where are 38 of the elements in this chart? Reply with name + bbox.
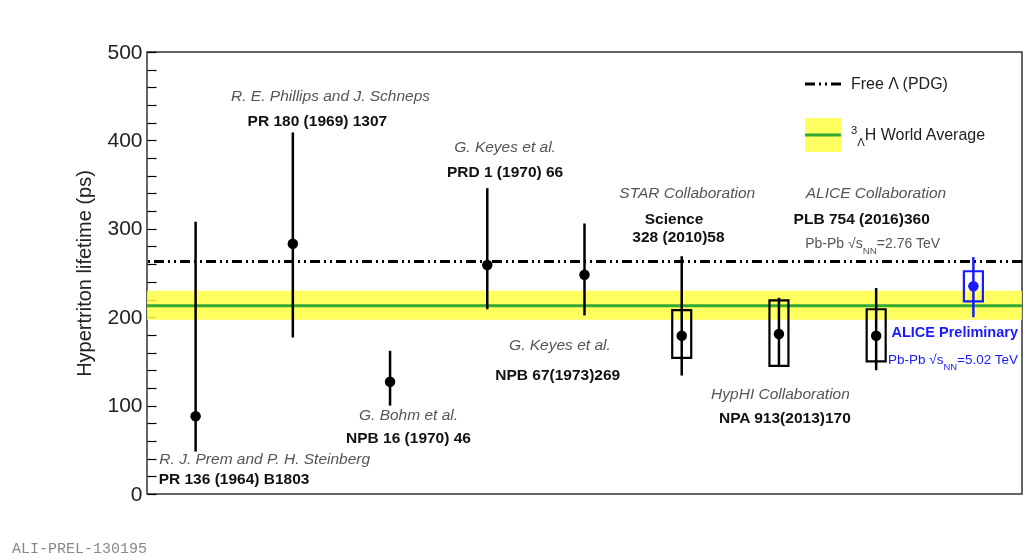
annotation: PR 180 (1969) 1307	[247, 112, 388, 129]
annotation: R. J. Prem and P. H. Steinberg	[159, 450, 371, 467]
annotation: R. E. Phillips and J. Schneps	[231, 87, 431, 104]
annotation: NPB 16 (1970) 46	[346, 429, 472, 446]
annotation: Pb-Pb √s$_{NN}$=5.02 TeV	[887, 352, 1018, 372]
point	[482, 259, 493, 271]
annotation: PR 136 (1964) B1803	[158, 470, 310, 487]
annotation: HypHI Collaboration	[711, 385, 850, 402]
annotation: ALICE Preliminary	[891, 324, 1018, 340]
annotation: ALICE Collaboration	[804, 184, 947, 201]
annotation: STAR Collaboration	[619, 184, 756, 201]
annotation: 328 (2010)58	[632, 228, 725, 245]
text: ALI-PREL-130195	[12, 541, 148, 558]
point	[579, 269, 590, 280]
annotation: Pb-Pb √s$_{NN}$=2.76 TeV	[805, 235, 941, 256]
y-tick-label: 400	[107, 127, 143, 151]
annotation: G. Keyes et al.	[454, 138, 556, 155]
bar	[768, 299, 790, 367]
point	[287, 238, 299, 250]
point	[190, 410, 201, 422]
annotation: NPB 67(1973)269	[495, 366, 621, 383]
y-tick-label: 100	[107, 393, 143, 417]
y-tick-label: 200	[107, 304, 143, 328]
annotation: NPA 913(2013)170	[718, 409, 851, 426]
annotation: PRD 1 (1970) 66	[446, 163, 564, 180]
y-tick-label: 300	[107, 216, 143, 240]
annotation: PLB 754 (2016)360	[793, 210, 930, 227]
y-tick-label: 500	[107, 39, 143, 63]
annotation: G. Bohm et al.	[358, 406, 459, 423]
point	[870, 330, 882, 341]
annotation: G. Keyes et al.	[509, 336, 611, 353]
point	[773, 328, 785, 340]
annotation: Science	[644, 210, 704, 227]
point	[384, 376, 396, 387]
point	[676, 330, 687, 341]
legend-label: Free Λ (PDG)	[851, 75, 948, 92]
y-axis-title: Hypertriton lifetime (ps)	[73, 170, 96, 377]
y-tick-label: 0	[130, 481, 143, 505]
